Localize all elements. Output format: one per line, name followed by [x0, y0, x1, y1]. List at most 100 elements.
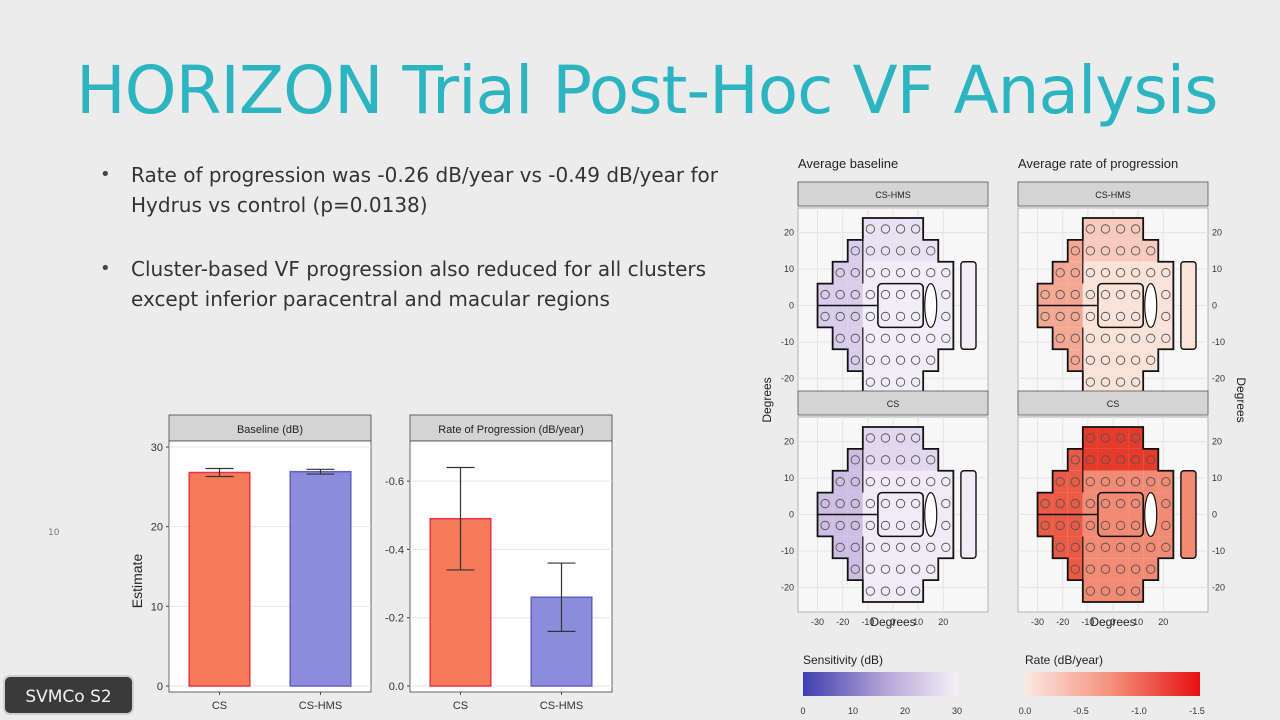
vf-cell	[1037, 514, 1053, 537]
vf-cell	[893, 536, 909, 559]
vf-cell	[923, 536, 939, 559]
y-tick-label: 20	[151, 522, 163, 534]
test-point	[835, 520, 845, 531]
blind-spot	[924, 283, 938, 328]
vf-cell	[908, 218, 924, 240]
test-point	[835, 542, 845, 552]
vf-cell	[938, 261, 954, 284]
test-point	[895, 224, 906, 234]
vf-cell	[862, 218, 878, 240]
test-point	[1055, 268, 1065, 278]
vf-cell	[1097, 536, 1113, 559]
vf-cell	[877, 492, 893, 515]
vf-cell	[1113, 349, 1129, 372]
legend-tick-label: 0.0	[1019, 706, 1032, 716]
test-point	[895, 542, 906, 552]
test-point	[1070, 311, 1080, 322]
test-point	[1085, 311, 1096, 322]
x-tick-label: 0	[890, 617, 895, 627]
vf-cell	[938, 283, 954, 306]
vf-cell	[1067, 514, 1083, 537]
test-point	[820, 289, 830, 300]
test-point	[1100, 224, 1111, 234]
vf-cell	[817, 492, 833, 515]
test-point	[1161, 520, 1171, 531]
legend-bar-sensitivity	[803, 672, 958, 696]
test-point	[820, 498, 830, 509]
vf-cell	[923, 239, 939, 262]
vf-cell	[908, 470, 924, 493]
x-tick-label: CS	[212, 700, 227, 712]
test-point	[1085, 289, 1096, 300]
vf-cell	[862, 448, 878, 471]
vf-cell	[1067, 536, 1083, 559]
x-tick-label: -30	[811, 617, 824, 627]
test-point	[1040, 498, 1050, 509]
test-point	[1130, 498, 1141, 509]
vf-cell	[1128, 470, 1144, 493]
vf-cell	[1113, 371, 1129, 393]
map-col-title-baseline: Average baseline	[798, 156, 898, 171]
test-point	[865, 433, 876, 443]
vf-cell	[923, 558, 939, 581]
vf-cell	[893, 239, 909, 262]
vf-cell	[847, 558, 863, 581]
test-point	[941, 542, 951, 552]
vf-map-panel: CS-HMS 20 10 0 -10 -20	[1017, 181, 1225, 404]
test-point	[1100, 564, 1111, 574]
test-point	[1130, 433, 1141, 443]
x-tick-label: CS	[453, 700, 468, 712]
facet-label: CS	[887, 399, 900, 409]
test-point	[1146, 477, 1156, 487]
vf-cell	[832, 536, 848, 559]
vf-cell	[1037, 492, 1053, 515]
x-tick-label: -10	[861, 617, 874, 627]
facet-strip	[797, 390, 989, 416]
vf-cell	[1128, 492, 1144, 515]
test-point	[895, 477, 906, 487]
test-point	[1070, 268, 1080, 278]
y-tick-label: 10	[151, 601, 163, 613]
test-point	[880, 377, 891, 387]
vf-cell	[893, 305, 909, 328]
test-point	[1100, 311, 1111, 322]
test-point	[850, 333, 860, 343]
vf-cell	[960, 470, 977, 559]
vf-cell	[847, 261, 863, 284]
test-point	[850, 268, 860, 278]
test-point	[850, 246, 860, 256]
test-point	[1161, 477, 1171, 487]
test-point	[1115, 433, 1126, 443]
vf-cell	[817, 283, 833, 306]
test-point	[895, 433, 906, 443]
test-point	[880, 333, 891, 343]
vf-cell	[908, 261, 924, 284]
test-point	[1146, 564, 1156, 574]
test-point	[926, 477, 936, 487]
vf-cell	[847, 448, 863, 471]
vf-cell	[832, 283, 848, 306]
vf-cell	[893, 448, 909, 471]
vf-cell	[960, 261, 977, 350]
test-point	[1100, 268, 1111, 278]
test-point	[865, 289, 876, 300]
test-point	[1130, 377, 1141, 387]
test-point	[1161, 311, 1171, 322]
test-point	[880, 520, 891, 531]
vf-cell	[908, 349, 924, 372]
test-point	[941, 333, 951, 343]
vf-cell	[893, 261, 909, 284]
vf-cell	[1082, 427, 1098, 449]
facet-strip	[168, 414, 372, 442]
test-point	[880, 246, 891, 256]
y-tick-label: 0	[157, 681, 163, 693]
vf-cell	[908, 448, 924, 471]
vf-cell	[877, 349, 893, 372]
vf-cell	[893, 470, 909, 493]
vf-cell	[1097, 492, 1113, 515]
vf-cell	[908, 558, 924, 581]
test-point	[910, 477, 921, 487]
test-point	[865, 355, 876, 365]
test-point	[895, 520, 906, 531]
test-point	[895, 586, 906, 596]
